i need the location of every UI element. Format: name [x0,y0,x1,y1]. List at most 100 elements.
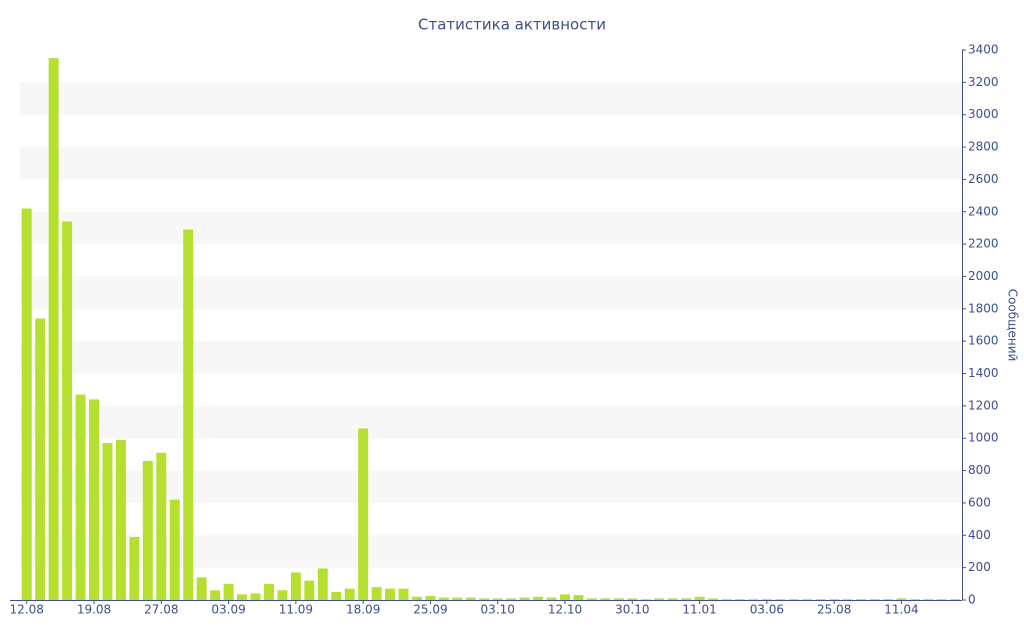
x-tick-label: 03.09 [211,603,245,617]
chart-title: Статистика активности [418,16,606,34]
grid-band [20,82,962,115]
bar [909,599,920,600]
bar [613,598,624,600]
x-tick-label: 03.06 [750,603,784,617]
y-tick-label: 800 [968,463,991,477]
bar [210,590,221,600]
bar [21,208,32,600]
bar [75,394,86,600]
bar [627,598,638,600]
y-tick-label: 400 [968,528,991,542]
bar [654,598,665,600]
y-tick-label: 2800 [968,140,999,154]
bar [681,598,692,600]
bar [842,599,853,600]
grid-band [20,405,962,439]
y-tick-label: 2200 [968,237,999,251]
grid-band [20,276,962,309]
bar [48,58,59,600]
bar [600,598,611,600]
bar [290,572,301,600]
x-tick-label: 11.09 [279,603,313,617]
bar [936,599,947,600]
grid-band [20,147,962,180]
x-tick-label: 03.10 [481,603,515,617]
y-tick-label: 3200 [968,75,999,89]
bar [129,536,140,600]
bar [492,598,503,600]
bar [398,588,409,600]
bar [896,598,907,600]
bar [385,588,396,600]
bar [62,221,73,600]
bar [331,591,342,600]
y-axis-label: Сообщений [1006,289,1020,362]
bar [277,590,288,600]
y-tick-label: 1800 [968,301,999,315]
bar [788,599,799,600]
bar [412,596,422,600]
x-tick-label: 25.09 [413,603,447,617]
bar [694,596,705,600]
x-tick-label: 25.08 [817,603,851,617]
y-tick-label: 1000 [968,431,999,445]
bar [115,439,126,600]
x-tick-label: 18.09 [346,603,380,617]
bar [465,597,476,600]
bar [183,229,194,600]
bar [761,599,772,600]
bar [546,597,557,600]
bar [479,598,490,600]
bar [560,594,570,600]
y-tick-label: 1400 [968,366,999,380]
bar [573,595,584,600]
x-tick-label: 11.04 [884,603,918,617]
bar [708,598,719,600]
bar [883,599,893,600]
bar [250,593,261,600]
y-tick-label: 3000 [968,107,999,121]
bar [142,460,153,600]
bar [156,452,167,600]
bar [533,596,544,600]
x-tick-label: 30.10 [615,603,649,617]
bar [519,597,530,600]
bar [169,499,180,600]
bar [263,583,274,600]
bar [506,598,517,600]
bar [304,580,315,600]
x-tick-label: 12.08 [10,603,44,617]
y-tick-label: 2600 [968,172,999,186]
y-tick-label: 600 [968,495,991,509]
bar [923,599,934,600]
bar [358,428,369,600]
x-tick-label: 19.08 [77,603,111,617]
bar [35,318,46,600]
bar [775,599,786,600]
bar [748,599,759,600]
x-tick-label: 27.08 [144,603,178,617]
bar [371,587,382,600]
bar [344,588,355,600]
grid-band [20,341,962,374]
bar [317,568,328,600]
bar [802,599,813,600]
bar [452,597,463,600]
bar [829,599,840,600]
bar [950,599,961,600]
y-tick-label: 0 [968,593,976,607]
bar [721,599,732,600]
bar [102,443,113,600]
y-tick-label: 2000 [968,269,999,283]
bar [223,583,234,600]
bar [856,599,867,600]
grid-band [20,211,962,245]
y-tick-label: 1600 [968,334,999,348]
y-tick-label: 200 [968,560,991,574]
y-tick-label: 1200 [968,398,999,412]
y-tick-label: 3400 [968,43,999,57]
bar [667,598,678,600]
x-tick-label: 11.01 [682,603,716,617]
bar [425,595,436,600]
